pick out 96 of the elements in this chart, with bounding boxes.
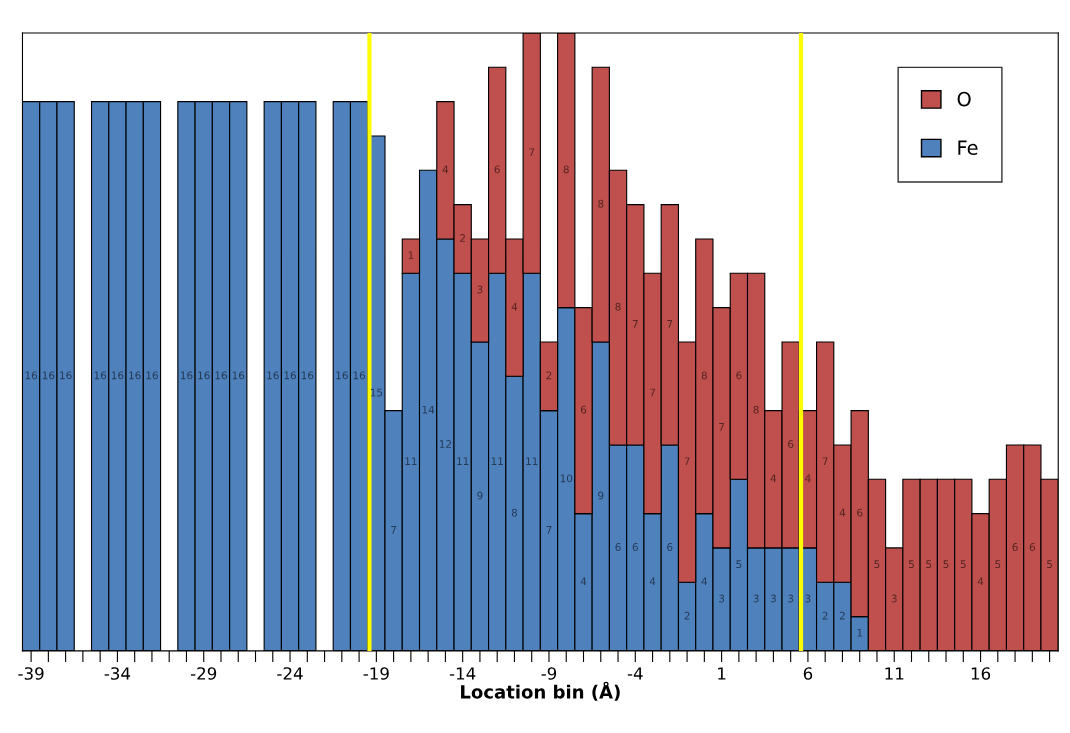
data-label: 11	[405, 457, 417, 465]
data-label: 11	[526, 457, 538, 465]
x-tick-label: -9	[541, 667, 557, 680]
data-label: 7	[632, 320, 638, 328]
data-label: 3	[891, 594, 897, 603]
data-label: 8	[701, 371, 707, 380]
data-label: 8	[753, 405, 759, 414]
data-label: 7	[650, 388, 655, 397]
x-tick-label: -34	[104, 667, 131, 680]
data-label: 6	[788, 440, 794, 448]
data-label: 16	[336, 371, 348, 380]
data-label: 2	[684, 611, 690, 620]
data-label: 2	[839, 611, 845, 620]
data-label: 9	[598, 491, 604, 500]
data-label: 7	[667, 320, 673, 328]
x-tick-label: -39	[18, 667, 44, 680]
x-tick-label: -19	[363, 667, 389, 680]
data-label: 11	[491, 457, 503, 465]
data-label: 8	[511, 508, 518, 517]
data-label: 6	[615, 543, 621, 551]
data-label: 6	[1029, 543, 1035, 551]
data-label: 2	[460, 234, 465, 242]
data-label: 16	[146, 371, 158, 380]
data-label: 16	[353, 371, 366, 380]
data-label: 16	[129, 371, 141, 380]
x-tick-label: 11	[885, 667, 904, 680]
data-label: 4	[442, 165, 449, 174]
data-label: 7	[546, 526, 552, 534]
x-tick-label: 1	[718, 667, 726, 680]
data-label: 6	[857, 508, 863, 517]
data-label: 2	[546, 371, 552, 380]
data-label: 6	[632, 543, 638, 551]
x-tick-label: 16	[971, 667, 991, 680]
x-tick-label: -14	[449, 667, 476, 680]
x-tick-label: -24	[277, 667, 303, 680]
data-label: 7	[822, 457, 828, 465]
data-label: 5	[960, 560, 966, 569]
data-label: 1	[408, 251, 414, 259]
x-axis-title: Location bin (Å)	[461, 681, 620, 701]
data-label: 5	[995, 560, 1001, 569]
data-label: 7	[719, 423, 725, 431]
data-label: 5	[874, 560, 880, 569]
data-label: 4	[977, 577, 984, 586]
data-label: 5	[908, 560, 914, 569]
data-label: 6	[1012, 543, 1018, 551]
data-label: 16	[60, 371, 72, 380]
data-label: 4	[649, 577, 656, 586]
data-label: 16	[301, 371, 314, 380]
data-label: 16	[94, 371, 107, 380]
data-label: 16	[180, 371, 193, 380]
data-label: 14	[422, 405, 435, 414]
data-label: 1	[857, 629, 863, 637]
data-label: 6	[736, 371, 742, 380]
data-label: 8	[598, 199, 604, 208]
data-label: 5	[943, 560, 949, 569]
data-label: 5	[1047, 560, 1052, 569]
data-label: 16	[232, 371, 245, 380]
data-label: 4	[770, 474, 777, 483]
data-label: 4	[580, 577, 587, 586]
data-label: 11	[457, 457, 469, 465]
data-label: 4	[511, 302, 518, 311]
data-label: 3	[770, 594, 776, 603]
x-tick-label: -29	[190, 667, 217, 680]
data-label: 2	[822, 611, 828, 620]
data-label: 16	[111, 371, 124, 380]
data-label: 16	[25, 371, 38, 380]
legend-label: Fe	[958, 140, 978, 155]
data-label: 3	[805, 594, 811, 603]
data-label: 6	[494, 165, 500, 174]
data-label: 5	[926, 560, 932, 569]
data-label: 5	[736, 560, 742, 569]
data-label: 3	[719, 594, 725, 603]
data-label: 12	[439, 440, 451, 448]
data-label: 7	[529, 148, 535, 157]
data-label: 4	[839, 508, 846, 517]
data-label: 7	[684, 457, 690, 465]
data-label: 4	[701, 577, 708, 586]
data-label: 16	[215, 371, 227, 380]
data-label: 9	[477, 491, 483, 500]
data-label: 6	[667, 543, 673, 551]
data-label: 10	[560, 474, 573, 483]
x-tick-label: 6	[803, 667, 813, 680]
data-label: 16	[284, 371, 297, 380]
data-label: 16	[42, 371, 55, 380]
data-label: 3	[477, 285, 483, 294]
data-label: 8	[615, 302, 621, 311]
legend-label: O	[957, 91, 971, 107]
data-label: 16	[267, 371, 279, 380]
data-label: 16	[198, 371, 210, 380]
x-tick-label: -4	[627, 667, 643, 680]
data-label: 4	[805, 474, 811, 483]
data-label: 3	[788, 594, 794, 603]
data-label: 6	[580, 405, 587, 414]
data-label: 7	[391, 526, 397, 534]
data-label: 3	[753, 594, 759, 603]
data-label: 8	[563, 165, 569, 174]
